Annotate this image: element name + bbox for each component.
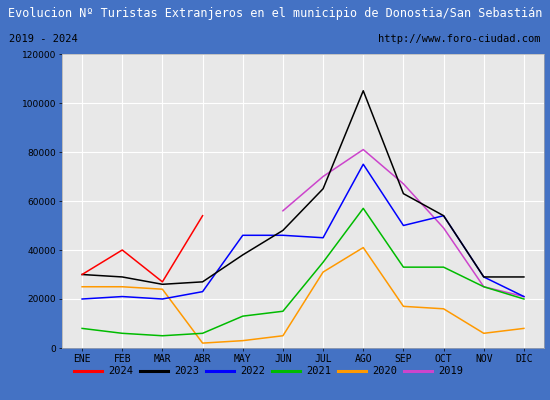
Text: 2021: 2021: [306, 366, 331, 376]
Text: 2019 - 2024: 2019 - 2024: [9, 34, 78, 44]
Text: 2022: 2022: [240, 366, 265, 376]
Text: 2023: 2023: [174, 366, 199, 376]
Text: http://www.foro-ciudad.com: http://www.foro-ciudad.com: [378, 34, 541, 44]
Text: 2020: 2020: [372, 366, 397, 376]
Text: 2024: 2024: [108, 366, 133, 376]
Text: Evolucion Nº Turistas Extranjeros en el municipio de Donostia/San Sebastián: Evolucion Nº Turistas Extranjeros en el …: [8, 8, 542, 20]
Text: 2019: 2019: [438, 366, 463, 376]
